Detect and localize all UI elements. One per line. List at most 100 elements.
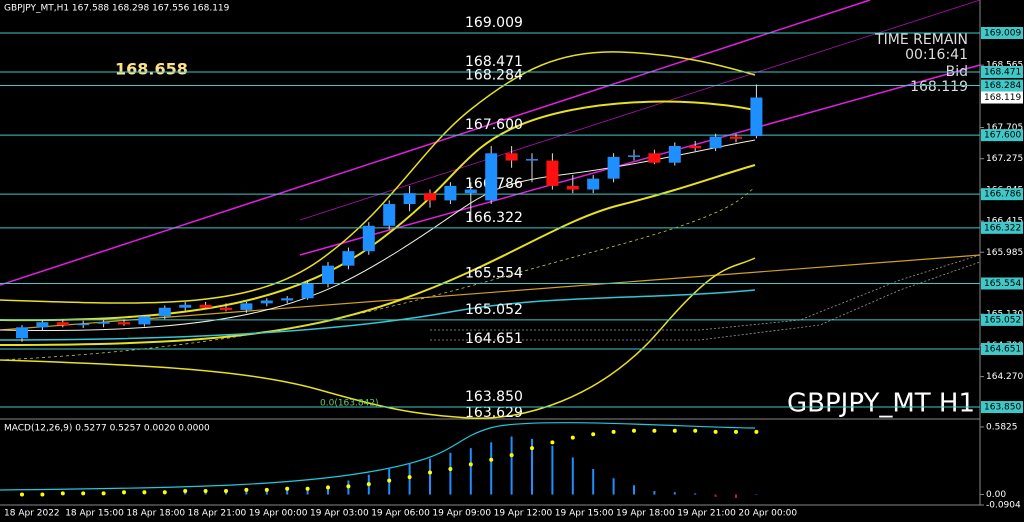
signal-dot [407, 475, 412, 480]
macd-bar [714, 494, 717, 497]
signal-dot [142, 490, 147, 495]
candle-body [56, 322, 69, 326]
candle-body [464, 189, 477, 194]
level-box [981, 65, 1023, 78]
x-tick-label: 19 Apr 15:00 [555, 509, 614, 519]
level-axis-label: 164.651 [984, 344, 1021, 354]
x-tick-label: 18 Apr 15:00 [65, 509, 124, 519]
x-tick-label: 19 Apr 12:00 [494, 509, 553, 519]
bid-axis-label: 168.119 [984, 93, 1021, 103]
macd-bar [551, 445, 554, 495]
macd-bar [429, 458, 431, 495]
level-label: 163.629 [465, 405, 523, 421]
symbol-info: GBPJPY_MT,H1 167.588 168.298 167.556 168… [4, 4, 230, 14]
candle-body [383, 204, 396, 226]
signal-dot [224, 489, 228, 494]
bollinger-upper [0, 51, 756, 304]
y-tick-label: 167.705 [986, 123, 1023, 133]
candle-body [260, 300, 273, 304]
y-tick-label: 168.565 [986, 61, 1023, 71]
signal-dot [244, 487, 249, 492]
macd-line [0, 422, 756, 491]
level-axis-label: 165.554 [984, 279, 1021, 289]
signal-dot [591, 432, 596, 437]
level-box [981, 129, 1023, 142]
cloud [430, 254, 981, 341]
macd-bar [306, 487, 309, 495]
level-label: 169.009 [465, 15, 523, 31]
level-label: 168.471 [465, 54, 523, 70]
highlight-price: 168.658 [115, 60, 188, 79]
macd-bar [531, 438, 533, 495]
candle-body [689, 146, 702, 149]
time-remain: 00:16:41 [905, 47, 968, 63]
x-tick-label: 18 Apr 21:00 [188, 509, 247, 519]
candle-body [648, 153, 661, 163]
x-tick-label: 19 Apr 03:00 [310, 509, 369, 519]
y-tick-label: 164.270 [986, 372, 1023, 382]
candle-body [505, 153, 518, 161]
macd-bar [490, 442, 493, 495]
signal-dot [183, 489, 188, 494]
level-axis-label: 169.009 [984, 28, 1021, 38]
candle-body [199, 304, 212, 308]
signal-dot [122, 490, 126, 495]
signal-dot [20, 492, 24, 497]
candle-body [668, 146, 681, 163]
level-axis-label: 166.786 [984, 190, 1021, 200]
candle-body [566, 185, 579, 190]
candle-body [587, 178, 600, 190]
y-tick-label: 166.415 [986, 217, 1023, 227]
candle-body [546, 160, 559, 186]
level-axis-label: 168.471 [984, 67, 1021, 77]
signal-dot [285, 486, 290, 491]
macd-bar [694, 493, 697, 495]
candle-body [138, 316, 151, 325]
bid-box [981, 91, 1023, 104]
signal-dot [632, 428, 636, 433]
macd-bar [510, 436, 513, 495]
fib-label: 0.0(163.842) [320, 399, 379, 409]
signal-dot [162, 490, 167, 495]
signal-dot [366, 482, 371, 487]
macd-bar [449, 452, 452, 495]
signal-dot [264, 487, 269, 492]
y-tick-label: -0.0904 [986, 501, 1021, 511]
ma-line [0, 289, 756, 341]
channel-line [0, 0, 871, 286]
y-tick-label: 0.5825 [986, 422, 1018, 432]
time-remain-label: TIME REMAIN [874, 32, 968, 48]
level-box [981, 342, 1023, 355]
y-tick-label: 165.985 [986, 248, 1023, 258]
signal-dot [305, 486, 310, 491]
macd-bar [633, 485, 635, 495]
x-tick-label: 19 Apr 21:00 [677, 509, 736, 519]
level-box [981, 79, 1023, 92]
level-box [981, 401, 1023, 414]
signal-dot [203, 489, 208, 494]
candle-body [240, 303, 253, 310]
channel-line [299, 0, 981, 221]
signal-dot [611, 429, 616, 434]
bollinger-lower [0, 257, 756, 420]
watermark: GBPJPY_MT H1 [787, 389, 975, 419]
macd-bar [755, 494, 758, 496]
signal-dot [101, 491, 106, 496]
x-tick-label: 19 Apr 06:00 [371, 509, 430, 519]
signal-dot [326, 485, 330, 490]
candle-body [403, 193, 416, 205]
signal-dot [509, 453, 514, 458]
level-axis-label: 165.052 [984, 315, 1021, 325]
level-box [981, 313, 1023, 326]
level-box [981, 26, 1023, 39]
candle-body [750, 97, 763, 137]
candle-body [322, 265, 334, 284]
macd-bar [592, 469, 595, 495]
candle-body [342, 251, 355, 266]
signal-dot [428, 470, 432, 475]
signal-dot [448, 467, 453, 472]
level-box [981, 188, 1023, 201]
macd-bar [571, 457, 574, 495]
macd-bar [673, 492, 676, 495]
level-box [981, 221, 1023, 234]
